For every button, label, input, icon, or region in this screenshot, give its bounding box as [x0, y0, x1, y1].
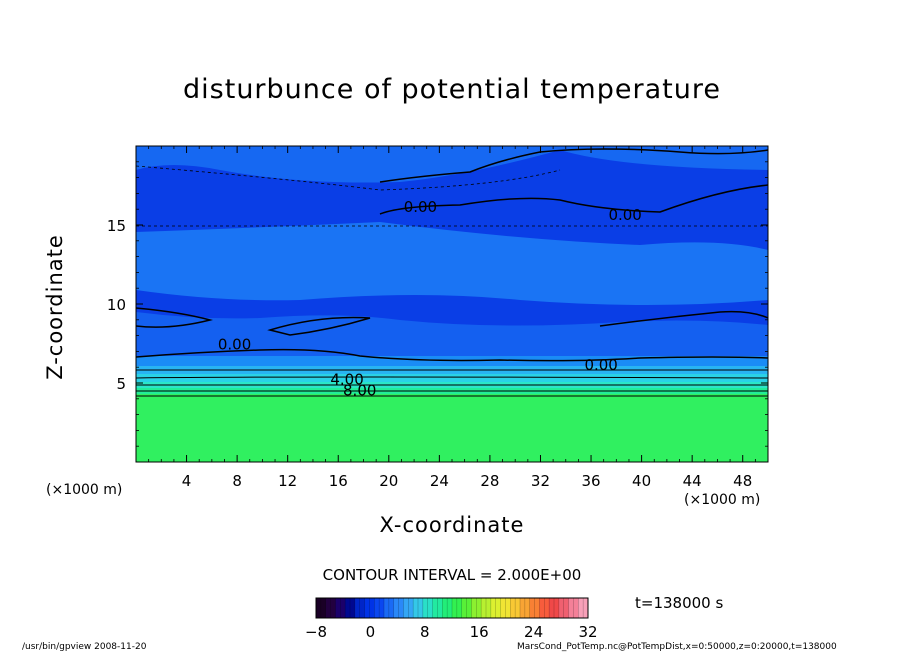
colorbar-tick-label: 8 [420, 623, 430, 641]
contour-labels: 0.00 0.00 0.00 0.00 4.008.00 [218, 198, 642, 399]
colorbar-swatch [568, 598, 579, 618]
x-tick-label: 8 [232, 472, 242, 490]
colorbar-swatch [442, 598, 453, 618]
x-axis-label: X-coordinate [379, 513, 525, 537]
colorbar-swatch [345, 598, 356, 618]
contour-label: 8.00 [343, 381, 376, 399]
colorbar-swatch [539, 598, 550, 618]
contour-line-mid-3 [599, 310, 768, 327]
field-mid-blue-patch [136, 146, 768, 183]
contour-line-low-2 [136, 376, 768, 379]
x-axis: 4 8 12 16 20 24 28 32 36 40 44 48 [148, 146, 756, 490]
x-tick-label: 12 [278, 472, 297, 490]
y-tick-label: 5 [116, 375, 126, 393]
contour-line-mid-2 [267, 316, 371, 336]
colorbar-swatch [481, 598, 492, 618]
contour-label: 0.00 [404, 198, 437, 216]
colorbar-swatch [403, 598, 414, 618]
contour-label: 4.00 [330, 370, 363, 388]
contour-label: 0.00 [584, 356, 617, 374]
colorbar-tick-label: 16 [470, 623, 489, 641]
colorbar-swatch [325, 598, 336, 618]
colorbar-swatch [529, 598, 540, 618]
colorbar-swatch [364, 598, 375, 618]
colorbar-swatch [510, 598, 521, 618]
x-tick-label: 20 [379, 472, 398, 490]
colorbar-swatch [471, 598, 482, 618]
contour-line-mid [136, 307, 211, 328]
colorbar-swatch [316, 598, 327, 618]
x-tick-label: 4 [182, 472, 192, 490]
colorbar-swatch [422, 598, 434, 618]
contour-interval-label: CONTOUR INTERVAL = 2.000E+00 [322, 566, 582, 584]
colorbar-swatch [558, 598, 570, 618]
colorbar-frame [315, 597, 589, 619]
contour-label: 0.00 [218, 336, 251, 354]
x-tick-label: 32 [531, 472, 550, 490]
x-tick-label: 24 [430, 472, 449, 490]
colorbar-swatch [335, 598, 346, 618]
colorbar-swatch [578, 598, 589, 618]
colorbar-swatch [374, 598, 385, 618]
colorbar-swatch [384, 598, 395, 618]
colorbar-swatch [354, 598, 366, 618]
chart-title: disturbunce of potential temperature [183, 74, 721, 105]
contour-line-zero [136, 348, 768, 362]
x-tick-label: 40 [632, 472, 651, 490]
contour-line-upper [379, 148, 768, 183]
colorbar-swatch [500, 598, 511, 618]
colorbar-tick-label: 32 [578, 623, 597, 641]
colorbar: −8 0 8 16 24 32 [305, 597, 598, 641]
x-tick-label: 48 [733, 472, 752, 490]
footer-right: MarsCond_PotTemp.nc@PotTempDist,x=0:5000… [517, 642, 837, 652]
x-tick-label: 16 [329, 472, 348, 490]
colorbar-swatch [549, 598, 560, 618]
contour-line-upper-2 [379, 184, 768, 215]
x-unit-right: (×1000 m) [684, 492, 761, 508]
field-mid-blue-layer [136, 222, 768, 305]
colorbar-swatch [413, 598, 424, 618]
time-label: t=138000 s [635, 594, 724, 612]
x-tick-label: 36 [581, 472, 600, 490]
field-ground-green [136, 394, 768, 462]
colorbar-swatch [393, 598, 404, 618]
x-unit-left: (×1000 m) [46, 482, 123, 498]
y-tick-label: 15 [107, 217, 126, 235]
colorbar-swatch [520, 598, 531, 618]
colorbar-tick-label: 0 [366, 623, 376, 641]
contour-dash-upper [136, 165, 561, 191]
x-tick-label: 44 [683, 472, 702, 490]
contour-label: 0.00 [608, 206, 641, 224]
y-tick-label: 10 [107, 296, 126, 314]
footer-left: /usr/bin/gpview 2008-11-20 [22, 642, 147, 652]
colorbar-swatch [490, 598, 502, 618]
colorbar-swatch [461, 598, 472, 618]
x-tick-label: 28 [480, 472, 499, 490]
y-axis: 5 10 15 [107, 161, 768, 447]
colorbar-swatch [432, 598, 443, 618]
colorbar-tick-label: 24 [524, 623, 543, 641]
y-axis-label: Z-coordinate [43, 234, 67, 380]
colorbar-swatch [452, 598, 463, 618]
heatmap-field [136, 146, 768, 462]
field-band-3 [136, 374, 768, 382]
colorbar-tick-label: −8 [305, 623, 327, 641]
